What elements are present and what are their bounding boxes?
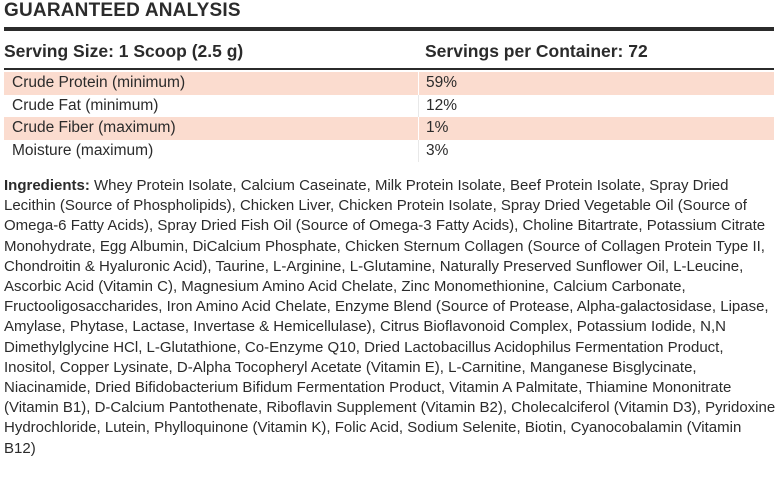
analysis-value: 1% <box>426 119 449 136</box>
analysis-row-crude-fat: Crude Fat (minimum) 12% <box>4 94 774 117</box>
analysis-value: 59% <box>426 74 458 91</box>
mid-rule <box>4 68 774 70</box>
analysis-name: Moisture (maximum) <box>12 141 154 159</box>
analysis-row-crude-fiber: Crude Fiber (maximum) 1% <box>4 117 774 140</box>
ingredients-list: Whey Protein Isolate, Calcium Caseinate,… <box>4 177 776 457</box>
analysis-name: Crude Fat (minimum) <box>12 96 159 114</box>
analysis-table: Crude Protein (minimum) 59% Crude Fat (m… <box>4 72 774 162</box>
servings-per-container: Servings per Container: 72 <box>425 41 648 61</box>
serving-info: Serving Size: 1 Scoop (2.5 g) Servings p… <box>4 41 774 65</box>
analysis-row-moisture: Moisture (maximum) 3% <box>4 139 774 162</box>
ingredients-paragraph: Ingredients: Whey Protein Isolate, Calci… <box>4 176 776 459</box>
analysis-name: Crude Protein (minimum) <box>12 74 186 91</box>
serving-size: Serving Size: 1 Scoop (2.5 g) <box>4 41 244 61</box>
column-divider <box>418 72 419 95</box>
column-divider <box>418 117 419 140</box>
ingredients-label: Ingredients: <box>4 177 90 194</box>
column-divider <box>418 94 419 117</box>
analysis-value: 3% <box>426 141 449 159</box>
analysis-value: 12% <box>426 96 458 114</box>
panel-title: GUARANTEED ANALYSIS <box>4 0 241 21</box>
analysis-name: Crude Fiber (maximum) <box>12 119 176 136</box>
analysis-row-crude-protein: Crude Protein (minimum) 59% <box>4 72 774 95</box>
column-divider <box>418 139 419 162</box>
top-rule <box>4 27 774 31</box>
